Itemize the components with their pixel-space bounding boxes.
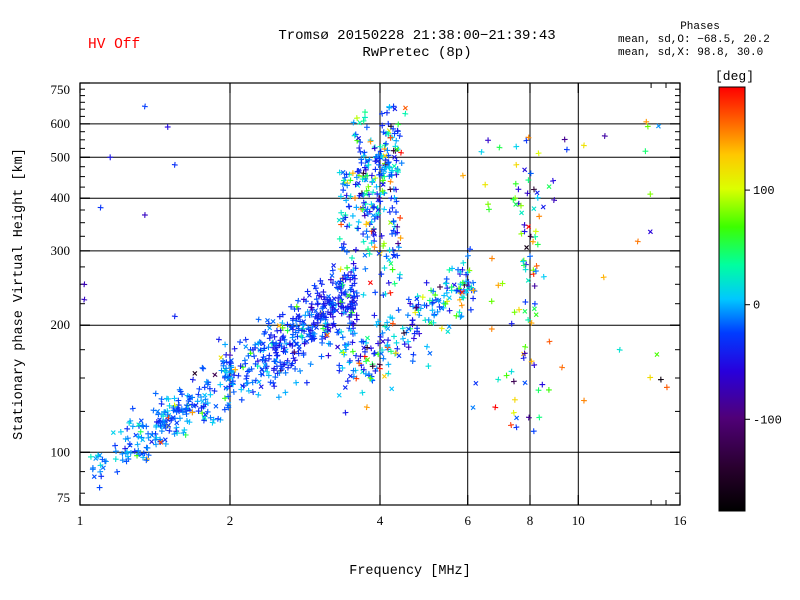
svg-text:75: 75 bbox=[57, 490, 70, 505]
svg-text:HV Off: HV Off bbox=[88, 37, 140, 53]
svg-text:-100: -100 bbox=[753, 413, 782, 427]
svg-text:Tromsø 20150228 21:38:00−21:: Tromsø 20150228 21:38:00−21:39:43 bbox=[278, 28, 555, 44]
svg-text:16: 16 bbox=[674, 513, 688, 528]
svg-text:200: 200 bbox=[51, 317, 71, 332]
svg-text:4: 4 bbox=[377, 513, 384, 528]
svg-text:mean, sd,O: −68.5, 20.2: mean, sd,O: −68.5, 20.2 bbox=[618, 34, 770, 46]
svg-text:Frequency [MHz]: Frequency [MHz] bbox=[349, 564, 471, 579]
svg-text:Stationary phase Virtual Heigh: Stationary phase Virtual Height [km] bbox=[12, 148, 27, 440]
svg-text:0: 0 bbox=[753, 299, 760, 313]
svg-text:2: 2 bbox=[227, 513, 234, 528]
svg-text:500: 500 bbox=[51, 149, 71, 164]
svg-text:8: 8 bbox=[527, 513, 534, 528]
svg-text:6: 6 bbox=[464, 513, 471, 528]
svg-text:400: 400 bbox=[51, 190, 71, 205]
svg-text:750: 750 bbox=[51, 82, 71, 97]
svg-text:10: 10 bbox=[572, 513, 585, 528]
svg-text:100: 100 bbox=[753, 184, 775, 198]
svg-text:1: 1 bbox=[77, 513, 84, 528]
svg-text:100: 100 bbox=[51, 444, 71, 459]
svg-text:300: 300 bbox=[51, 243, 71, 258]
svg-text:RwPretec (8p): RwPretec (8p) bbox=[362, 45, 471, 61]
svg-text:[deg]: [deg] bbox=[715, 69, 754, 84]
svg-text:Phases: Phases bbox=[680, 21, 720, 33]
svg-text:mean, sd,X: 98.8, 30.0: mean, sd,X: 98.8, 30.0 bbox=[618, 47, 763, 59]
svg-text:600: 600 bbox=[51, 116, 71, 131]
